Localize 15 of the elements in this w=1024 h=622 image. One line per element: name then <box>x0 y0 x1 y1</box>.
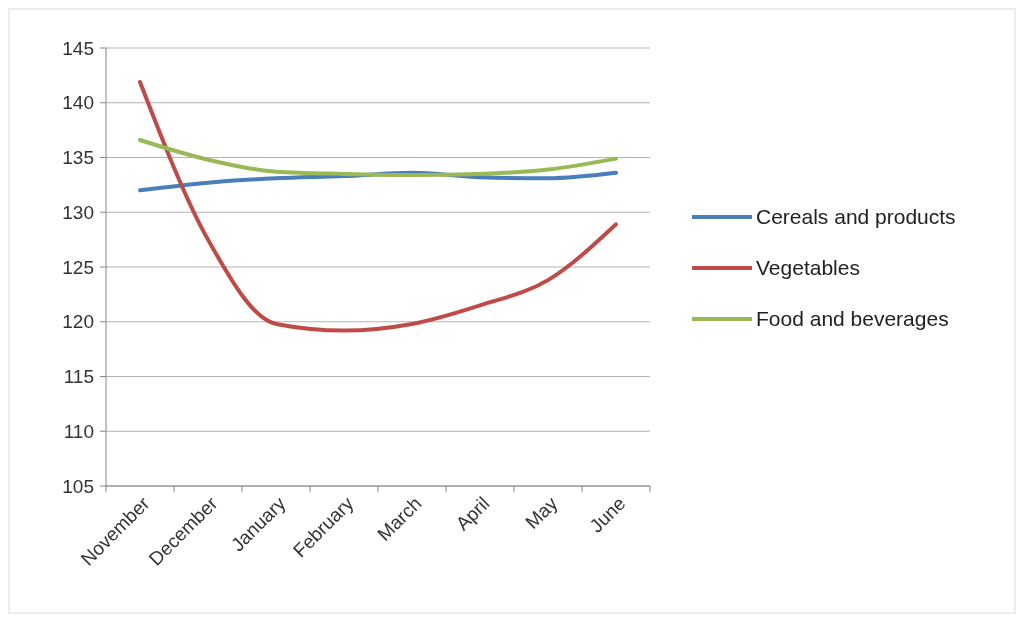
y-tick-label: 125 <box>62 256 94 278</box>
legend-label: Food and beverages <box>756 307 949 331</box>
y-tick-label: 120 <box>62 311 94 333</box>
line-series <box>138 137 618 178</box>
y-tick-label: 135 <box>62 147 94 169</box>
y-tick-label: 115 <box>63 366 94 388</box>
y-tick-label: 145 <box>62 37 94 59</box>
y-tick-label: 140 <box>62 92 94 114</box>
y-tick-label: 130 <box>62 201 94 223</box>
legend-label: Cereals and products <box>756 205 956 229</box>
y-tick-label: 110 <box>63 420 94 442</box>
x-tick-label: May <box>521 492 562 533</box>
legend-label: Vegetables <box>756 256 860 280</box>
line-series <box>138 79 618 333</box>
y-tick-label: 105 <box>62 475 94 497</box>
